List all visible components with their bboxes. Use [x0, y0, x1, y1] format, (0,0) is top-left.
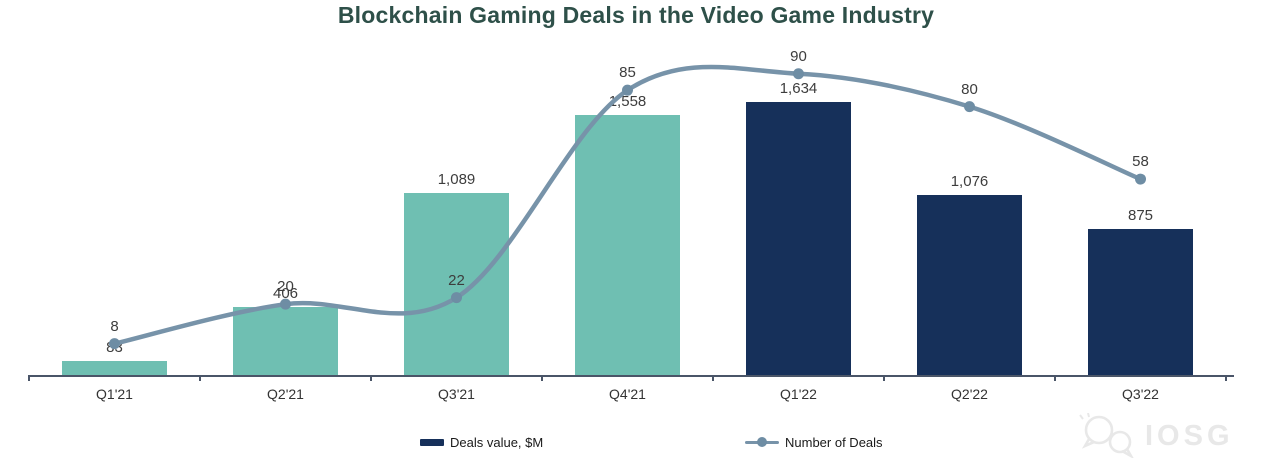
line-swatch-icon	[745, 437, 779, 447]
x-axis-tick	[1054, 375, 1056, 381]
deals-value-label: 8	[110, 317, 119, 335]
bar-value-label: 1,089	[437, 171, 476, 189]
x-axis-line	[29, 375, 1234, 377]
bar	[62, 361, 167, 375]
bar	[1088, 228, 1193, 375]
x-axis-tick	[1225, 375, 1227, 381]
x-axis-tick	[883, 375, 885, 381]
x-axis-tick	[370, 375, 372, 381]
legend-label-number-of-deals: Number of Deals	[785, 434, 883, 450]
legend-item-number-of-deals: Number of Deals	[745, 433, 883, 451]
legend-item-deals-value: Deals value, $M	[420, 433, 543, 451]
bar-value-label: 1,076	[950, 173, 989, 191]
deals-value-label: 22	[448, 271, 465, 289]
deals-value-label: 20	[277, 278, 294, 296]
deals-value-label: 90	[790, 47, 807, 65]
iosg-watermark: IOSG	[1075, 413, 1234, 458]
deals-value-label: 80	[961, 80, 978, 98]
x-axis-label: Q3'21	[438, 386, 475, 402]
bar-value-label: 83	[106, 339, 123, 357]
bar	[233, 307, 338, 375]
bar-swatch-icon	[420, 438, 444, 446]
deals-value-label: 58	[1132, 153, 1149, 171]
x-axis-tick	[712, 375, 714, 381]
bar	[575, 114, 680, 375]
bar	[746, 102, 851, 375]
x-axis-label: Q3'22	[1122, 386, 1159, 402]
x-axis-tick	[541, 375, 543, 381]
x-axis-label: Q1'22	[780, 386, 817, 402]
x-axis-label: Q2'21	[267, 386, 304, 402]
x-axis-tick	[28, 375, 30, 381]
chart-title: Blockchain Gaming Deals in the Video Gam…	[337, 2, 935, 28]
bar-value-label: 875	[1127, 206, 1154, 224]
bar-value-label: 1,634	[779, 80, 818, 98]
deals-value-label: 85	[619, 64, 636, 82]
x-axis-label: Q2'22	[951, 386, 988, 402]
x-axis-label: Q4'21	[609, 386, 646, 402]
legend-label-deals-value: Deals value, $M	[450, 434, 544, 450]
iosg-wordmark: IOSG	[1145, 420, 1234, 452]
speech-bubbles-icon	[1079, 413, 1134, 458]
bar-value-label: 1,558	[608, 92, 647, 110]
x-axis-label: Q1'21	[96, 386, 133, 402]
x-axis-tick	[199, 375, 201, 381]
bar	[917, 195, 1022, 375]
